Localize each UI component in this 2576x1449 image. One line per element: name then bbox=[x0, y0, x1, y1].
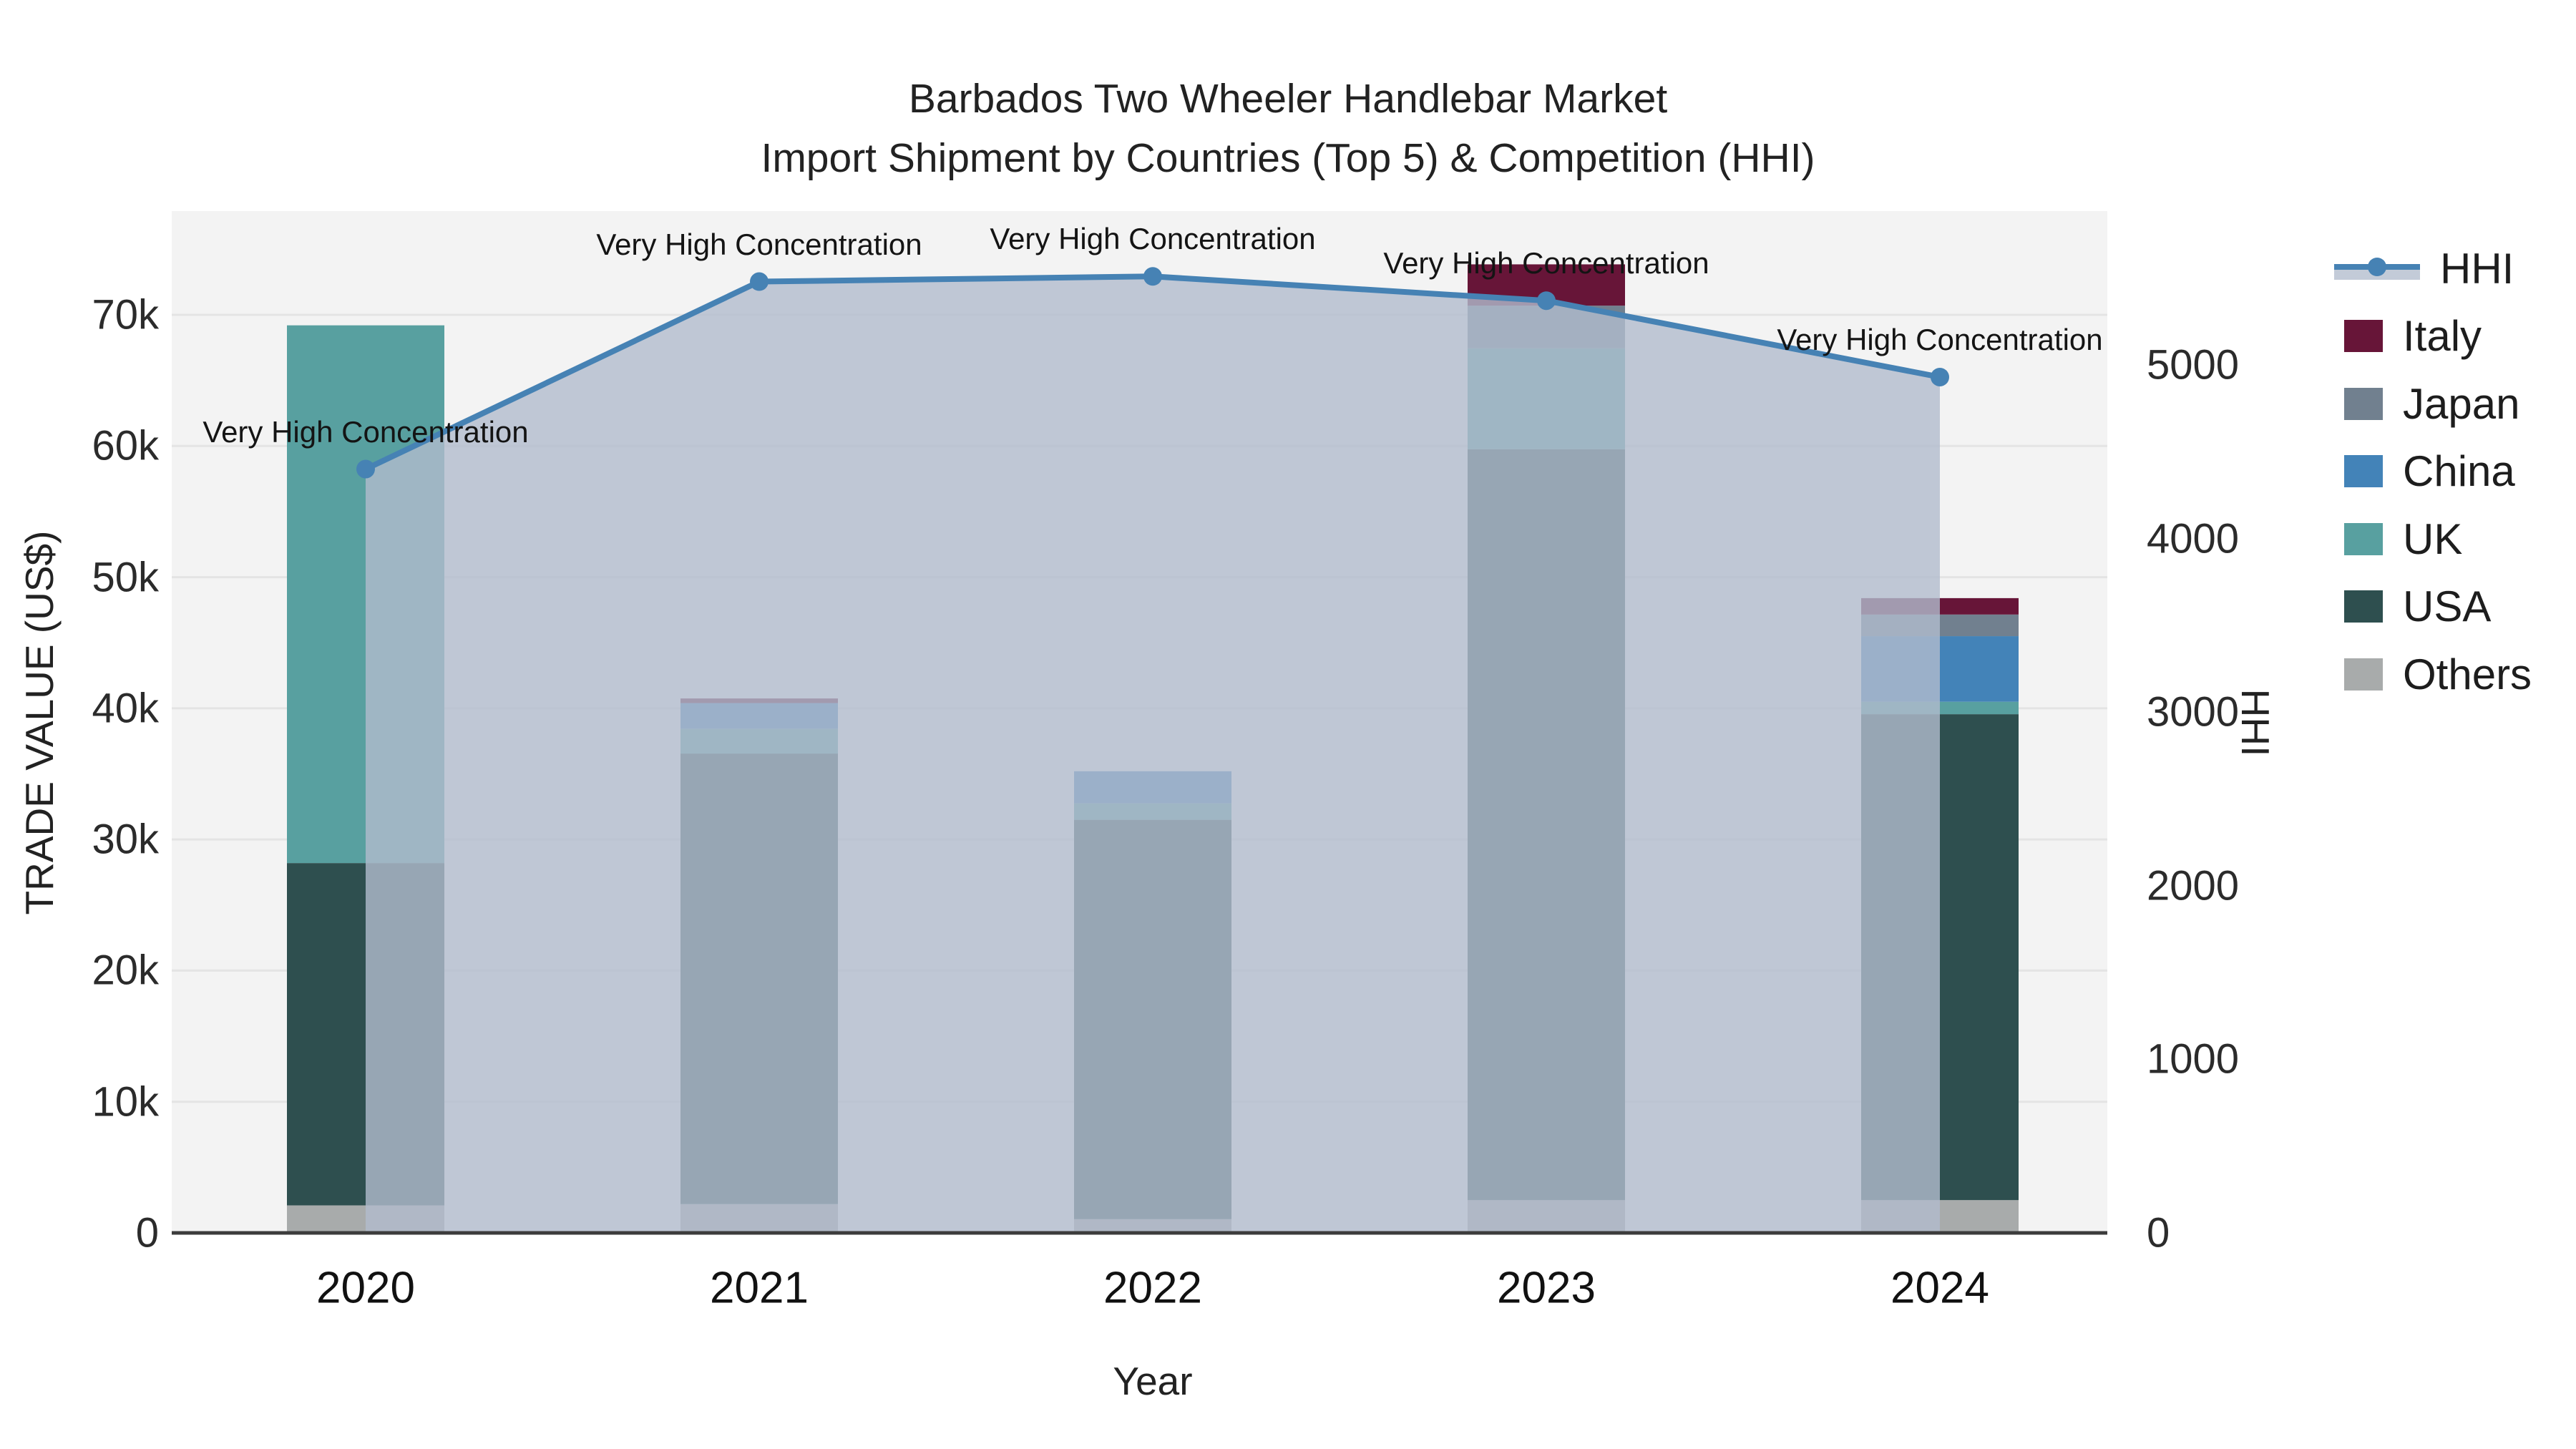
left-axis-tick-30k: 30k bbox=[92, 816, 159, 863]
legend-swatch-italy bbox=[2344, 320, 2383, 352]
hhi-marker-2020[interactable] bbox=[356, 459, 375, 479]
legend-item-uk[interactable]: UK bbox=[2334, 507, 2462, 571]
legend-swatch-china bbox=[2344, 455, 2383, 487]
x-axis-tick-2022: 2022 bbox=[1103, 1263, 1202, 1313]
x-axis-tick-2024: 2024 bbox=[1890, 1263, 1989, 1313]
annotation-2020: Very High Concentration bbox=[203, 414, 529, 449]
legend-swatch-usa bbox=[2344, 590, 2383, 623]
annotation-2023: Very High Concentration bbox=[1383, 246, 1709, 280]
legend-label-japan: Japan bbox=[2403, 379, 2520, 428]
x-axis-tick-2021: 2021 bbox=[710, 1263, 809, 1313]
right-axis-tick-2000: 2000 bbox=[2147, 862, 2240, 909]
hhi-marker-2021[interactable] bbox=[750, 272, 769, 291]
chart-title-line2: Import Shipment by Countries (Top 5) & C… bbox=[761, 135, 1815, 181]
legend-label-italy: Italy bbox=[2403, 312, 2482, 360]
left-axis-tick-40k: 40k bbox=[92, 685, 159, 732]
x-axis-tick-2020: 2020 bbox=[316, 1263, 415, 1313]
chart-title-line1: Barbados Two Wheeler Handlebar Market bbox=[908, 76, 1668, 122]
x-axis-tick-2023: 2023 bbox=[1497, 1263, 1596, 1313]
left-axis-tick-10k: 10k bbox=[92, 1078, 159, 1126]
legend-swatch-others bbox=[2344, 658, 2383, 691]
right-axis-tick-3000: 3000 bbox=[2147, 688, 2240, 736]
x-axis-title: Year bbox=[1113, 1359, 1193, 1403]
legend-swatch-uk bbox=[2344, 522, 2383, 555]
legend-label-usa: USA bbox=[2403, 582, 2492, 630]
legend-item-others[interactable]: Others bbox=[2334, 642, 2532, 706]
hhi-line-sample-icon bbox=[2334, 253, 2420, 285]
hhi-area-fill bbox=[366, 276, 1940, 1234]
legend-label-others: Others bbox=[2403, 650, 2532, 698]
right-axis-tick-5000: 5000 bbox=[2147, 341, 2240, 389]
left-axis-tick-20k: 20k bbox=[92, 947, 159, 994]
hhi-marker-2023[interactable] bbox=[1537, 291, 1556, 311]
left-axis-tick-70k: 70k bbox=[92, 291, 159, 338]
right-axis-tick-1000: 1000 bbox=[2147, 1035, 2240, 1083]
legend-label-china: China bbox=[2403, 447, 2515, 495]
right-axis-tick-4000: 4000 bbox=[2147, 515, 2240, 562]
legend-item-hhi[interactable]: HHI bbox=[2334, 236, 2514, 301]
legend-item-china[interactable]: China bbox=[2334, 439, 2515, 504]
hhi-marker-2022[interactable] bbox=[1143, 267, 1162, 286]
left-axis-tick-50k: 50k bbox=[92, 554, 159, 601]
left-axis-title: TRADE VALUE (US$) bbox=[17, 530, 62, 915]
legend-item-japan[interactable]: Japan bbox=[2334, 371, 2519, 436]
annotation-2022: Very High Concentration bbox=[990, 222, 1316, 256]
left-axis-tick-60k: 60k bbox=[92, 422, 159, 469]
legend-label-hhi: HHI bbox=[2440, 244, 2514, 293]
hhi-marker-2024[interactable] bbox=[1931, 367, 1949, 386]
right-axis-title: HHI bbox=[2233, 688, 2278, 757]
left-axis-tick-0: 0 bbox=[135, 1209, 159, 1257]
right-axis-tick-0: 0 bbox=[2147, 1209, 2170, 1257]
annotation-2021: Very High Concentration bbox=[596, 227, 922, 261]
legend-item-usa[interactable]: USA bbox=[2334, 575, 2491, 639]
legend-swatch-japan bbox=[2344, 387, 2383, 420]
legend-item-italy[interactable]: Italy bbox=[2334, 304, 2482, 369]
annotation-2024: Very High Concentration bbox=[1777, 322, 2103, 356]
legend-label-uk: UK bbox=[2403, 514, 2463, 563]
